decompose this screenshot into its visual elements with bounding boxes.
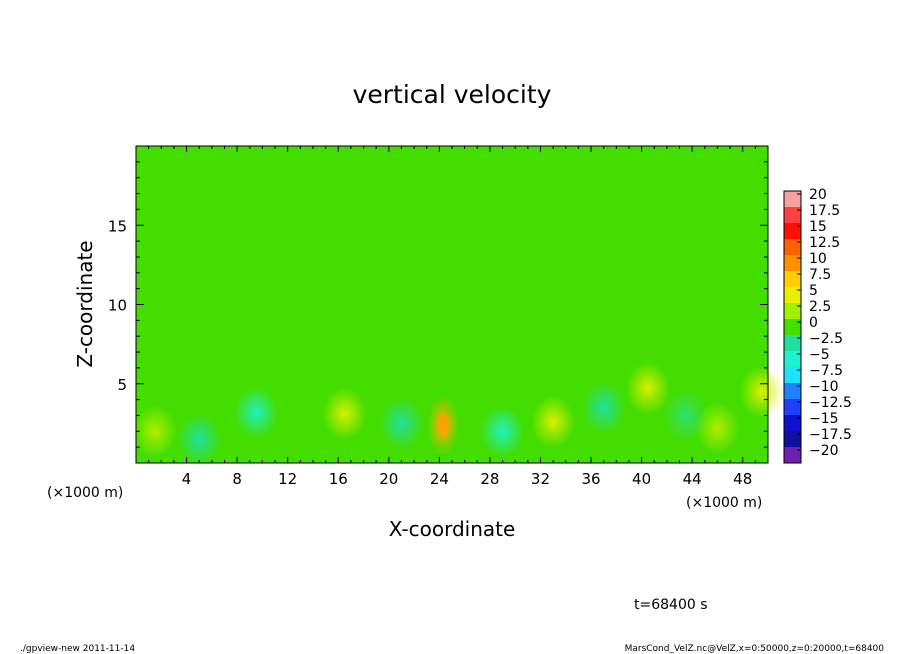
x-tick-label: 48 bbox=[733, 470, 752, 488]
y-tick-label: 15 bbox=[108, 217, 127, 235]
colorbar-label: 0 bbox=[809, 315, 818, 331]
updraft-region bbox=[531, 395, 576, 448]
colorbar-label: −7.5 bbox=[809, 363, 843, 379]
colorbar: 2017.51512.5107.552.50−2.5−5−7.5−10−12.5… bbox=[783, 187, 852, 464]
x-axis: 4 8 12 16 20 24 28 32 36 40 44 48 bbox=[148, 146, 756, 488]
colorbar-label: −20 bbox=[809, 443, 839, 459]
downdraft-region bbox=[581, 381, 626, 434]
footer-left: ./gpview-new 2011-11-14 bbox=[20, 644, 135, 654]
downdraft-region bbox=[177, 413, 222, 466]
colorbar-label: 2.5 bbox=[809, 299, 831, 315]
colorbar-label: −15 bbox=[809, 411, 839, 427]
updraft-region bbox=[625, 362, 670, 415]
colorbar-swatch bbox=[784, 271, 801, 287]
x-unit-left: (×1000 m) bbox=[47, 485, 123, 501]
y-tick-label: 5 bbox=[117, 376, 127, 394]
y-axis: 5 10 15 bbox=[108, 161, 768, 448]
colorbar-label: −12.5 bbox=[809, 395, 852, 411]
colorbar-swatch bbox=[784, 447, 801, 463]
x-tick-label: 28 bbox=[480, 470, 499, 488]
colorbar-swatch bbox=[784, 399, 801, 415]
y-tick-label: 10 bbox=[108, 297, 127, 315]
downdraft-region bbox=[234, 386, 279, 439]
footer-right: MarsCond_VelZ.nc@VelZ,x=0:50000,z=0:2000… bbox=[625, 644, 885, 654]
colorbar-label: 12.5 bbox=[809, 235, 840, 251]
downdraft-region bbox=[663, 389, 708, 442]
x-axis-label: X-coordinate bbox=[389, 517, 516, 541]
colorbar-frame bbox=[783, 190, 802, 464]
x-tick-label: 12 bbox=[278, 470, 297, 488]
x-tick-label: 20 bbox=[379, 470, 398, 488]
colorbar-swatch bbox=[784, 367, 801, 383]
y-axis-label: Z-coordinate bbox=[73, 240, 97, 367]
downdraft-region bbox=[480, 405, 525, 458]
colorbar-label: 15 bbox=[809, 219, 827, 235]
colorbar-swatch bbox=[784, 431, 801, 447]
colorbar-swatch bbox=[784, 191, 801, 207]
colorbar-swatch bbox=[784, 383, 801, 399]
colorbar-swatch bbox=[784, 287, 801, 303]
x-tick-label: 40 bbox=[632, 470, 651, 488]
colorbar-label: −2.5 bbox=[809, 331, 843, 347]
x-unit-right: (×1000 m) bbox=[686, 495, 762, 511]
colorbar-label: 20 bbox=[809, 187, 827, 203]
colorbar-swatch bbox=[784, 335, 801, 351]
colorbar-label: 17.5 bbox=[809, 203, 840, 219]
colorbar-label: 5 bbox=[809, 283, 818, 299]
colorbar-swatch bbox=[784, 303, 801, 319]
colorbar-swatch bbox=[784, 319, 801, 335]
time-label: t=68400 s bbox=[634, 597, 708, 613]
updraft-region bbox=[739, 365, 784, 418]
colorbar-swatch bbox=[784, 207, 801, 223]
x-tick-label: 8 bbox=[232, 470, 242, 488]
colorbar-label: −17.5 bbox=[809, 427, 852, 443]
chart-title: vertical velocity bbox=[353, 80, 552, 109]
velocity-field bbox=[132, 362, 784, 466]
x-tick-label: 32 bbox=[531, 470, 550, 488]
downdraft-region bbox=[379, 397, 424, 450]
x-tick-label: 24 bbox=[430, 470, 449, 488]
x-tick-label: 44 bbox=[683, 470, 702, 488]
x-tick-label: 36 bbox=[581, 470, 600, 488]
x-tick-label: 4 bbox=[182, 470, 192, 488]
colorbar-swatch bbox=[784, 223, 801, 239]
colorbar-swatch bbox=[784, 239, 801, 255]
x-tick-label: 16 bbox=[329, 470, 348, 488]
colorbar-label: −10 bbox=[809, 379, 839, 395]
plot-area bbox=[132, 145, 784, 466]
updraft-region bbox=[132, 405, 177, 458]
colorbar-label: 10 bbox=[809, 251, 827, 267]
colorbar-swatch bbox=[784, 351, 801, 367]
updraft-region bbox=[322, 387, 367, 440]
colorbar-swatch bbox=[784, 415, 801, 431]
colorbar-label: −5 bbox=[809, 347, 830, 363]
colorbar-swatch bbox=[784, 255, 801, 271]
updraft-core bbox=[437, 412, 450, 437]
colorbar-label: 7.5 bbox=[809, 267, 831, 283]
